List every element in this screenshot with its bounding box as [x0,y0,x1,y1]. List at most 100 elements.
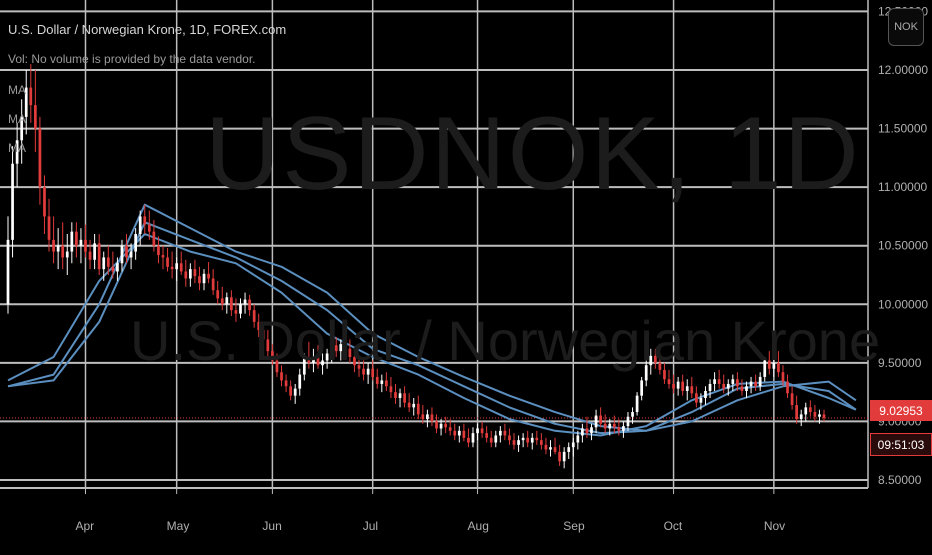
candle-body [644,365,648,381]
candle-body [681,381,685,391]
candle-body [161,255,165,258]
candle-body [676,381,680,389]
currency-badge[interactable]: NOK [888,8,924,46]
candle-body [289,386,292,396]
candle-body [394,392,397,398]
candle-body [170,266,174,270]
candle-body [754,381,757,387]
ma-legend-1[interactable]: MA [8,83,26,97]
candle-body [685,386,689,391]
candle-body [52,239,55,252]
candle-body [325,353,329,361]
x-tick-label: May [167,519,190,533]
candle-body [476,428,479,434]
y-tick-label: 9.50000 [878,356,922,370]
candle-body [353,357,356,366]
candle-body [571,442,575,448]
candle-body [777,362,780,373]
candle-body [225,297,229,305]
candle-body [467,437,470,443]
watermark-name: U.S. Dollar / Norwegian Krone [130,309,881,372]
candle-body [740,386,744,391]
candle-body [79,239,83,246]
candle-body [667,379,671,384]
moving-average-line [7,233,857,437]
symbol-title[interactable]: U.S. Dollar / Norwegian Krone, 1D, FOREX… [8,22,287,37]
candle-body [280,372,283,381]
candle-body [257,321,261,331]
candle-body [56,245,60,252]
candle-body [612,423,616,428]
candle-body [198,276,201,284]
candle-body [261,330,265,340]
last-price-tag: 9.02953 [870,400,932,421]
candle-body [398,393,402,398]
candle-body [179,263,183,272]
candle-body [471,433,475,443]
ma-legend-2[interactable]: MA [8,112,26,126]
candle-body [749,381,753,387]
candle-body [20,116,24,141]
candle-body [389,386,393,393]
candle-body [43,187,46,217]
candle-body [808,407,812,413]
moving-average-line [7,203,857,432]
candle-body [494,435,498,443]
candle-body [544,444,548,450]
x-tick-label: Jun [262,519,281,533]
candle-body [252,310,256,322]
candle-body [380,380,384,384]
candle-body [88,251,92,260]
x-tick-label: Aug [468,519,489,533]
candle-body [781,372,785,382]
candle-body [508,435,511,441]
candle-body [599,415,602,424]
candle-body [266,339,270,352]
candle-body [175,263,179,270]
candle-body [690,386,694,394]
candle-body [635,395,639,413]
x-tick-label: Apr [75,519,94,533]
x-tick-label: Nov [764,519,785,533]
candle-body [772,362,776,369]
candle-body [125,245,128,258]
candle-body [498,430,502,436]
candle-body [188,269,192,279]
bar-countdown-tag: 09:51:03 [870,433,932,456]
candle-body [790,393,794,406]
candle-body [708,383,712,391]
candle-body [166,257,169,267]
candle-body [220,298,224,305]
candle-body [343,344,347,349]
candle-body [120,245,124,264]
ma-legend-3[interactable]: MA [8,141,26,155]
candle-body [93,243,96,260]
candle-body [316,357,320,366]
candle-body [84,239,87,252]
candle-body [116,263,119,272]
candle-body [540,440,543,445]
candle-body [143,216,147,225]
candle-body [448,427,452,431]
candle-body [453,430,457,436]
candle-body [75,231,78,246]
candle-body [726,383,730,389]
candle-body [535,437,539,441]
candle-body [608,423,612,429]
y-tick-label: 11.00000 [878,180,927,194]
candle-body [717,379,721,384]
candle-body [767,360,771,369]
candle-body [193,269,197,277]
candle-body [444,423,447,428]
candle-body [202,273,206,284]
candle-body [594,415,598,428]
candle-body [672,383,675,389]
candle-body [216,290,220,299]
candle-body [736,379,739,387]
candle-body [321,360,324,366]
candle-body [234,310,238,314]
candle-body [11,163,14,240]
candle-body [97,243,101,270]
